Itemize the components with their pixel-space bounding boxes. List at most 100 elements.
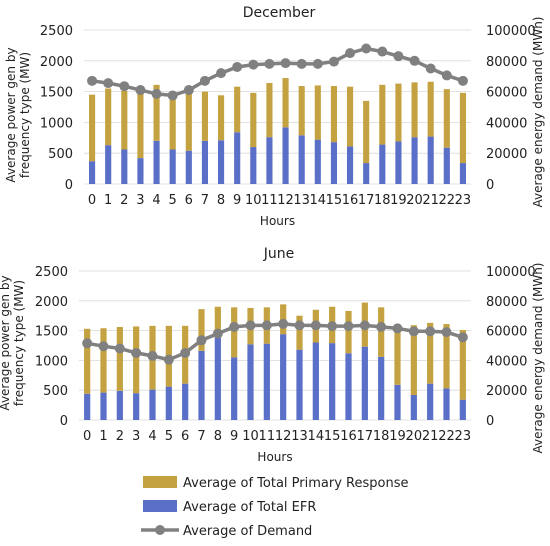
bar-efr <box>100 392 107 420</box>
bar-efr <box>121 149 128 184</box>
x-tick-label: 16 <box>342 193 359 208</box>
legend-label: Average of Demand <box>183 524 312 539</box>
bar-efr <box>105 145 112 184</box>
x-tick-label: 20 <box>406 193 423 208</box>
y2-tick-label: 100000 <box>486 24 536 39</box>
bar-efr <box>298 135 305 184</box>
bar-primary-response <box>410 325 417 395</box>
demand-point <box>441 70 452 81</box>
bar-efr <box>443 147 450 184</box>
bar-efr <box>282 127 289 184</box>
bar-primary-response <box>133 326 140 394</box>
demand-point <box>135 85 146 96</box>
y2-tick-label: 0 <box>486 178 494 193</box>
x-tick-label: 8 <box>217 193 225 208</box>
bar-efr <box>169 149 176 184</box>
y2-axis-label: Average energy demand (MWh) <box>531 17 545 208</box>
bar-primary-response <box>153 84 160 141</box>
bar-primary-response <box>198 309 205 351</box>
demand-point <box>167 90 178 101</box>
bar-primary-response <box>231 307 238 358</box>
bar-efr <box>165 386 172 420</box>
x-tick-label: 20 <box>406 429 423 444</box>
bar-efr <box>250 147 257 184</box>
demand-point <box>131 347 142 358</box>
bar-primary-response <box>379 84 386 145</box>
bar-primary-response <box>443 324 450 389</box>
demand-point <box>457 332 468 343</box>
demand-point <box>278 318 289 329</box>
bar-primary-response <box>395 83 402 142</box>
x-tick-label: 2 <box>120 193 128 208</box>
demand-point <box>261 320 272 331</box>
demand-point <box>392 323 403 334</box>
demand-point <box>183 85 194 96</box>
bar-primary-response <box>169 92 176 150</box>
demand-point <box>345 48 356 59</box>
y-tick-label: 2500 <box>40 24 73 39</box>
bar-efr <box>116 390 123 420</box>
y-tick-label: 0 <box>60 414 68 429</box>
chart-title: December <box>243 5 316 21</box>
x-tick-label: 3 <box>132 429 140 444</box>
bar-primary-response <box>411 82 418 138</box>
bar-primary-response <box>427 81 434 137</box>
bar-primary-response <box>459 92 467 164</box>
bar-efr <box>410 394 417 420</box>
demand-point <box>196 335 207 346</box>
x-tick-label: 10 <box>245 193 262 208</box>
demand-point <box>343 321 354 332</box>
bar-efr <box>411 137 418 184</box>
bar-efr <box>185 150 192 184</box>
bar-primary-response <box>214 306 221 338</box>
y-tick-label: 1500 <box>35 325 68 340</box>
bar-primary-response <box>88 94 96 162</box>
y-tick-label: 2000 <box>40 55 73 70</box>
y-tick-label: 1000 <box>40 116 73 131</box>
bar-efr <box>88 161 96 184</box>
bar-efr <box>266 137 273 184</box>
x-axis-label: Hours <box>257 450 292 464</box>
demand-point <box>114 343 125 354</box>
demand-point <box>280 58 291 69</box>
bar-primary-response <box>266 82 273 138</box>
demand-point <box>312 58 323 69</box>
bar-efr <box>314 139 321 184</box>
y-tick-label: 1000 <box>35 354 68 369</box>
x-tick-label: 15 <box>324 429 341 444</box>
y-tick-label: 2000 <box>35 295 68 310</box>
x-tick-label: 5 <box>165 429 173 444</box>
y2-tick-label: 0 <box>486 414 494 429</box>
bar-primary-response <box>443 89 450 148</box>
bar-primary-response <box>137 89 144 159</box>
bar-efr <box>280 334 287 420</box>
demand-point <box>408 326 419 337</box>
demand-point <box>212 328 223 339</box>
legend-swatch <box>143 476 177 488</box>
bar-efr <box>133 393 140 420</box>
demand-point <box>180 347 191 358</box>
legend-swatch <box>143 500 177 512</box>
y2-tick-label: 60000 <box>486 325 527 340</box>
bar-efr <box>329 343 336 420</box>
y-tick-label: 500 <box>43 384 68 399</box>
demand-line <box>86 322 464 362</box>
bar-primary-response <box>282 78 289 128</box>
x-tick-label: 19 <box>390 193 407 208</box>
bar-efr <box>247 344 254 420</box>
x-tick-label: 17 <box>358 193 375 208</box>
bar-efr <box>330 142 338 184</box>
x-tick-label: 13 <box>293 193 310 208</box>
bar-efr <box>263 343 270 420</box>
bar-primary-response <box>394 325 401 385</box>
x-tick-label: 7 <box>197 429 205 444</box>
demand-point <box>376 321 387 332</box>
y-axis-label-line: Average power gen by <box>4 47 18 182</box>
bar-efr <box>153 140 160 184</box>
bar-primary-response <box>250 92 257 148</box>
bar-primary-response <box>378 307 385 357</box>
demand-point <box>199 75 210 86</box>
x-tick-label: 8 <box>214 429 222 444</box>
y-tick-label: 2500 <box>35 265 68 280</box>
